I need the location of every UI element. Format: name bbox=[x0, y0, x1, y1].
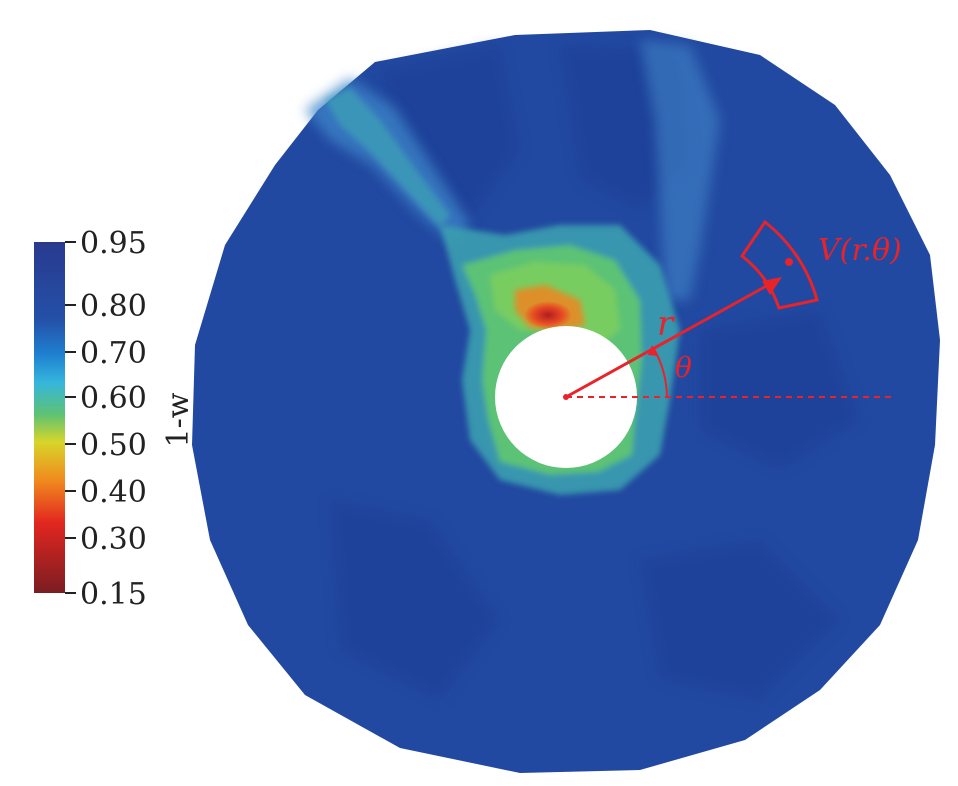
colorbar-tick-label: 0.60 bbox=[80, 381, 147, 416]
colorbar-title: 1-w bbox=[161, 392, 196, 447]
colorbar-tick-label: 0.30 bbox=[80, 522, 147, 557]
annotations: r θ V(r.θ) bbox=[563, 219, 902, 400]
colorbar-ticks: 0.95 0.80 0.70 0.60 0.50 0.40 0.30 0.15 bbox=[65, 226, 147, 612]
damage-zone-red bbox=[524, 301, 572, 329]
colorbar-tick-label: 0.50 bbox=[80, 428, 147, 463]
colorbar-gradient bbox=[34, 242, 65, 593]
volume-centroid bbox=[785, 258, 793, 266]
colorbar-tick-label: 0.15 bbox=[80, 577, 147, 612]
angle-arrowhead bbox=[648, 345, 658, 356]
angle-label: θ bbox=[675, 351, 692, 384]
contour-field bbox=[192, 30, 940, 773]
shear-band-teal bbox=[325, 88, 450, 228]
colorbar-tick-label: 0.70 bbox=[80, 336, 147, 371]
volume-element bbox=[739, 219, 819, 310]
volume-label: V(r.θ) bbox=[818, 233, 902, 268]
colorbar-tick-label: 0.95 bbox=[80, 226, 147, 261]
radius-label: r bbox=[657, 304, 675, 344]
origin-point bbox=[563, 394, 569, 400]
radius-vector bbox=[565, 282, 771, 399]
field-shading bbox=[330, 45, 860, 700]
colorbar: 0.95 0.80 0.70 0.60 0.50 0.40 0.30 0.15 1-w bbox=[34, 226, 196, 612]
colorbar-tick-label: 0.40 bbox=[80, 475, 147, 510]
colorbar-tick-label: 0.80 bbox=[80, 289, 147, 324]
